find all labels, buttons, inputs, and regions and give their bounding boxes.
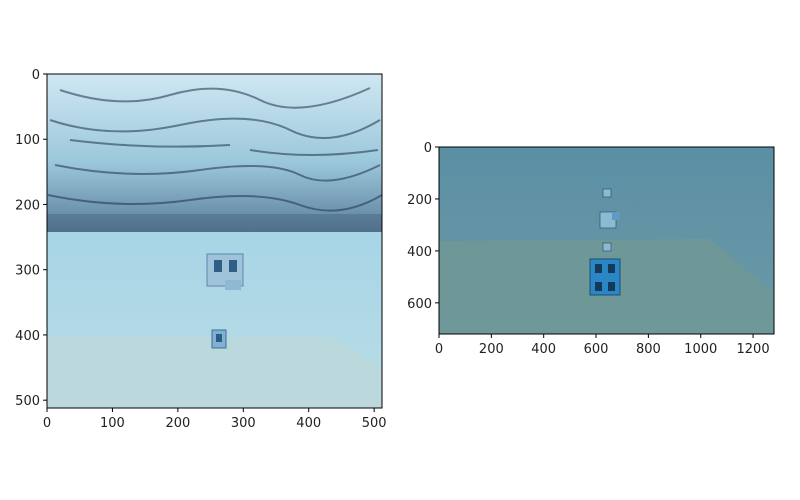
left-axes-frame	[46, 73, 383, 409]
left-y-ticks: 0 100 200 300 400 500	[15, 68, 47, 409]
left-x-tick-label-200: 200	[165, 416, 190, 431]
left-object-large	[206, 253, 244, 290]
right-object-1	[602, 188, 612, 198]
left-x-ticks: 0 100 200 300 400 500	[43, 408, 387, 431]
left-floor	[47, 337, 382, 408]
left-sky	[47, 74, 382, 232]
left-image	[47, 74, 383, 408]
right-object-4	[589, 258, 621, 296]
right-image	[439, 147, 774, 334]
left-y-tick-label-500: 500	[15, 394, 40, 409]
right-object-2	[599, 211, 620, 229]
left-y-tick-label-300: 300	[15, 264, 40, 279]
right-panel: 0 200 400 600 800 1000 1200 0 200 400 600	[407, 141, 775, 357]
right-x-tick-label-1200: 1200	[737, 342, 770, 357]
right-x-tick-label-200: 200	[479, 342, 504, 357]
left-y-tick-label-0: 0	[32, 68, 40, 83]
left-x-tick-label-100: 100	[100, 416, 125, 431]
right-y-tick-label-600: 600	[407, 297, 432, 312]
left-x-tick-label-0: 0	[43, 416, 51, 431]
right-y-ticks: 0 200 400 600	[407, 141, 439, 312]
right-y-tick-label-200: 200	[407, 193, 432, 208]
left-y-tick-label-200: 200	[15, 198, 40, 213]
left-horizon	[47, 214, 382, 232]
right-x-tick-label-0: 0	[435, 342, 443, 357]
right-object-3	[602, 242, 612, 252]
left-panel: 0 100 200 300 400 500 0 100 200 300 400 500	[15, 68, 386, 431]
right-axes-frame	[438, 146, 775, 335]
right-y-tick-label-400: 400	[407, 245, 432, 260]
right-x-tick-label-1000: 1000	[684, 342, 717, 357]
left-x-tick-label-300: 300	[231, 416, 256, 431]
left-x-tick-label-500: 500	[362, 416, 387, 431]
left-sky-texture	[47, 87, 383, 212]
left-y-tick-label-100: 100	[15, 133, 40, 148]
right-x-tick-label-600: 600	[584, 342, 609, 357]
left-object-small	[211, 329, 227, 349]
right-x-tick-label-800: 800	[636, 342, 661, 357]
left-y-tick-label-400: 400	[15, 329, 40, 344]
right-x-ticks: 0 200 400 600 800 1000 1200	[435, 334, 770, 357]
right-x-tick-label-400: 400	[531, 342, 556, 357]
left-x-tick-label-400: 400	[296, 416, 321, 431]
right-y-tick-label-0: 0	[424, 141, 432, 156]
